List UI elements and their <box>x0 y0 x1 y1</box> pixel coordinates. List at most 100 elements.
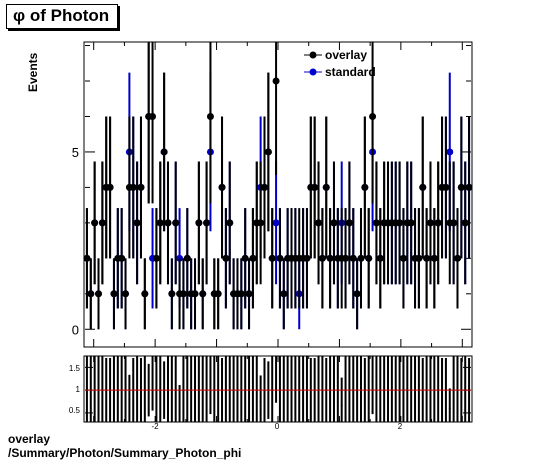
overlay-point <box>315 219 323 227</box>
overlay-point <box>442 183 450 191</box>
overlay-point <box>156 219 164 227</box>
overlay-point <box>137 183 145 191</box>
y-tick-label-0: 0 <box>72 322 79 337</box>
main-marks <box>83 42 473 330</box>
legend: overlay standard <box>304 48 376 79</box>
overlay-point <box>122 290 130 298</box>
overlay-point <box>106 183 114 191</box>
standard-point <box>272 219 280 227</box>
overlay-point <box>264 148 272 156</box>
ratio-frame <box>83 355 473 423</box>
overlay-point <box>272 77 280 85</box>
ratio-point <box>340 404 343 407</box>
overlay-point <box>342 254 350 262</box>
overlay-point <box>353 290 361 298</box>
overlay-point <box>415 254 423 262</box>
overlay-point <box>280 290 288 298</box>
overlay-point <box>453 254 461 262</box>
overlay-point <box>303 254 311 262</box>
overlay-point <box>276 254 284 262</box>
overlay-point <box>191 290 199 298</box>
overlay-point <box>457 183 465 191</box>
overlay-point <box>461 219 469 227</box>
overlay-point <box>318 254 326 262</box>
overlay-point <box>164 219 172 227</box>
y-tick-label-1: 5 <box>72 145 79 160</box>
overlay-point <box>465 183 473 191</box>
overlay-point <box>407 219 415 227</box>
main-frame <box>83 41 473 348</box>
overlay-point <box>345 219 353 227</box>
overlay-point <box>98 219 106 227</box>
overlay-point <box>361 183 369 191</box>
overlay-point <box>199 290 207 298</box>
overlay-point <box>206 112 214 120</box>
overlay-point <box>426 219 434 227</box>
footer: overlay /Summary/Photon/Summary_Photon_p… <box>8 432 241 460</box>
main-plot: Events overlay standard 0 5 <box>26 41 473 348</box>
overlay-point <box>195 219 203 227</box>
overlay-point <box>399 254 407 262</box>
overlay-point <box>434 219 442 227</box>
overlay-point <box>330 219 338 227</box>
ratio-tick-label-y0: 0.5 <box>69 406 81 415</box>
overlay-point <box>268 254 276 262</box>
main-ticks <box>85 42 471 347</box>
legend-label-standard: standard <box>325 65 376 79</box>
overlay-point <box>369 112 377 120</box>
overlay-point <box>141 290 149 298</box>
ratio-point <box>448 407 451 410</box>
overlay-point <box>365 254 373 262</box>
overlay-point <box>218 183 226 191</box>
overlay-point <box>245 290 253 298</box>
legend-marker-standard <box>309 68 317 76</box>
y-axis-label: Events <box>26 52 40 92</box>
overlay-point <box>396 219 404 227</box>
overlay-point <box>168 290 176 298</box>
overlay-point <box>129 183 137 191</box>
chart-title: φ of Photon <box>6 4 119 29</box>
overlay-point <box>152 254 160 262</box>
overlay-point <box>118 254 126 262</box>
overlay-point <box>172 219 180 227</box>
overlay-point <box>83 254 91 262</box>
overlay-point <box>357 254 365 262</box>
overlay-point <box>222 254 230 262</box>
overlay-point <box>260 183 268 191</box>
overlay-point <box>376 254 384 262</box>
overlay-point <box>241 254 249 262</box>
overlay-point <box>91 219 99 227</box>
footer-line-2: /Summary/Photon/Summary_Photon_phi <box>8 446 242 460</box>
overlay-point <box>372 219 380 227</box>
overlay-point <box>214 290 222 298</box>
legend-marker-overlay <box>309 51 317 59</box>
overlay-point <box>311 183 319 191</box>
ratio-tick-label-y1: 1 <box>76 385 81 394</box>
ratio-tick-label-x0: -2 <box>151 422 159 430</box>
overlay-point <box>179 290 187 298</box>
overlay-point <box>133 219 141 227</box>
overlay-point <box>326 254 334 262</box>
overlay-point <box>183 254 191 262</box>
overlay-point <box>87 290 95 298</box>
overlay-point <box>322 183 330 191</box>
ratio-point <box>178 411 181 414</box>
overlay-point <box>226 219 234 227</box>
overlay-point <box>249 254 257 262</box>
ratio-point <box>371 380 374 383</box>
overlay-point <box>423 254 431 262</box>
overlay-point <box>203 219 211 227</box>
overlay-point <box>110 290 118 298</box>
overlay-point <box>237 290 245 298</box>
ratio-ticks <box>85 356 471 422</box>
overlay-point <box>149 112 157 120</box>
ratio-point <box>209 380 212 383</box>
overlay-point <box>160 148 168 156</box>
ratio-plot: -2 0 2 0.5 1 1.5 <box>69 355 473 430</box>
standard-point <box>446 148 454 156</box>
ratio-marks <box>85 356 471 422</box>
ratio-tick-label-y2: 1.5 <box>69 364 81 373</box>
footer-line-1: overlay <box>8 432 51 446</box>
ratio-point <box>128 398 131 401</box>
overlay-point <box>349 254 357 262</box>
